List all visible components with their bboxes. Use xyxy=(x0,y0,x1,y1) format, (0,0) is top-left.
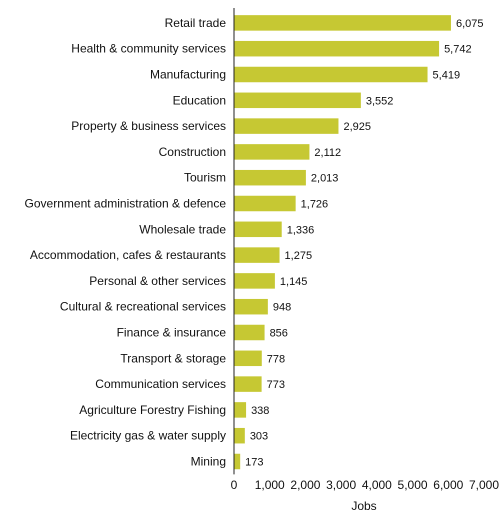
bar xyxy=(234,144,310,160)
x-tick-label: 4,000 xyxy=(362,478,392,492)
value-label: 2,112 xyxy=(314,147,341,159)
value-labels: 6,075 5,742 5,419 3,552 2,925 2,112 2,013 1,726… xyxy=(245,18,483,469)
category-label: Education xyxy=(173,93,226,107)
x-tick-label: 6,000 xyxy=(433,478,463,492)
value-label: 2,013 xyxy=(311,173,339,185)
x-tick-labels: 0 1,000 2,000 3,000 4,000 5,000 6,000 7,000 xyxy=(231,478,500,492)
category-label: Health & community services xyxy=(71,42,226,56)
category-label: Wholesale trade xyxy=(139,222,226,236)
bar xyxy=(234,40,440,57)
bars-group xyxy=(234,15,451,470)
bar xyxy=(234,376,262,392)
x-tick-label: 5,000 xyxy=(398,478,428,492)
value-label: 338 xyxy=(251,405,269,417)
value-label: 773 xyxy=(267,379,285,391)
value-label: 303 xyxy=(250,431,268,443)
value-label: 856 xyxy=(270,328,288,340)
bar xyxy=(234,15,451,31)
value-label: 5,419 xyxy=(433,70,461,82)
bar xyxy=(234,169,306,186)
bar xyxy=(234,195,296,212)
category-label: Communication services xyxy=(95,377,226,391)
category-labels: Retail trade Health & community services M… xyxy=(25,16,227,469)
bar xyxy=(234,427,245,444)
value-label: 5,742 xyxy=(444,44,472,56)
category-label: Personal & other services xyxy=(89,274,226,288)
x-tick-label: 3,000 xyxy=(326,478,356,492)
category-label: Tourism xyxy=(184,171,226,185)
category-label: Transport & storage xyxy=(120,351,226,365)
value-label: 1,145 xyxy=(280,276,308,288)
value-label: 173 xyxy=(245,457,263,469)
bar xyxy=(234,324,265,341)
value-label: 1,275 xyxy=(285,250,313,262)
bar xyxy=(234,221,282,238)
category-label: Government administration & defence xyxy=(25,197,227,211)
value-label: 948 xyxy=(273,302,291,314)
category-label: Mining xyxy=(191,455,226,469)
x-axis-label: Jobs xyxy=(351,499,376,513)
value-label: 778 xyxy=(267,353,285,365)
category-label: Electricity gas & water supply xyxy=(70,429,226,443)
category-label: Agriculture Forestry Fishing xyxy=(79,403,226,417)
bar xyxy=(234,298,268,315)
x-tick-label: 1,000 xyxy=(255,478,285,492)
x-tick-label: 0 xyxy=(231,478,238,492)
bar xyxy=(234,453,241,470)
category-label: Cultural & recreational services xyxy=(60,300,226,314)
value-label: 1,336 xyxy=(287,224,315,236)
category-label: Accommodation, cafes & restaurants xyxy=(30,248,226,262)
bar xyxy=(234,66,428,83)
bar xyxy=(234,247,280,263)
bar xyxy=(234,402,247,418)
value-label: 1,726 xyxy=(301,199,329,211)
bar xyxy=(234,350,262,367)
value-label: 2,925 xyxy=(343,121,371,133)
bar xyxy=(234,92,361,109)
category-label: Property & business services xyxy=(71,119,226,133)
category-label: Manufacturing xyxy=(150,68,226,82)
x-tick-label: 7,000 xyxy=(469,478,499,492)
category-label: Construction xyxy=(159,145,226,159)
bar xyxy=(234,118,339,134)
category-label: Finance & insurance xyxy=(117,326,227,340)
bar xyxy=(234,273,275,289)
value-label: 3,552 xyxy=(366,95,394,107)
x-tick-label: 2,000 xyxy=(290,478,320,492)
category-label: Retail trade xyxy=(165,16,227,30)
value-label: 6,075 xyxy=(456,18,484,30)
